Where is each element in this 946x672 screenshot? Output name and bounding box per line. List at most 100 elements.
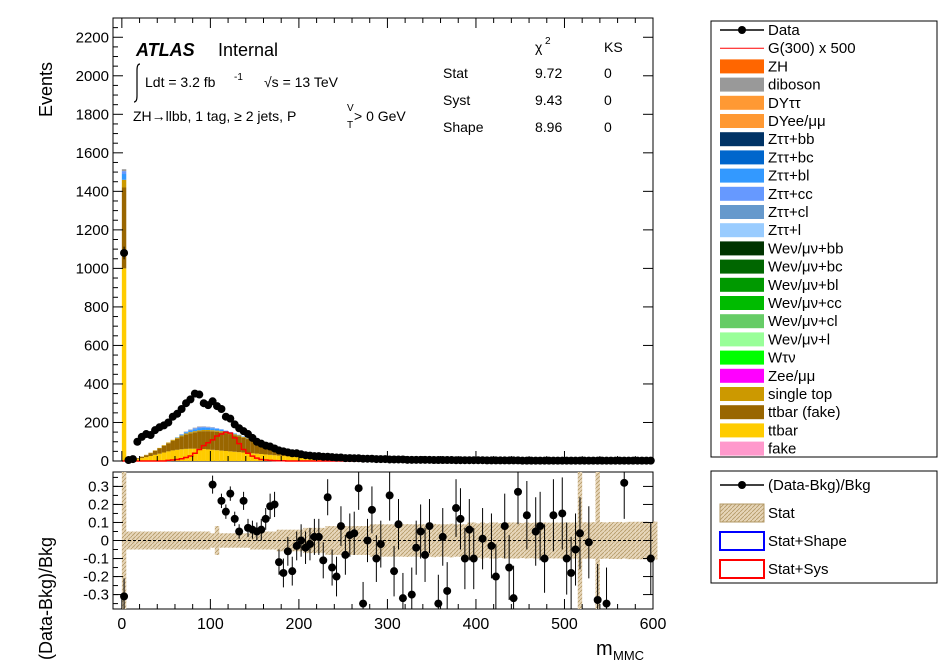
bar-segment	[245, 438, 251, 440]
legend-label: ttbar	[768, 422, 798, 439]
stats-row-ks: 0	[604, 92, 612, 108]
stat-band	[453, 524, 459, 557]
legend-swatch	[720, 132, 764, 147]
ratio-point	[562, 554, 571, 563]
bar-segment	[139, 456, 144, 459]
ratio-point	[412, 543, 421, 552]
x-axis-label-sub: MMC	[613, 648, 644, 663]
legend-swatch	[720, 59, 764, 74]
ratio-point	[239, 496, 248, 505]
ratio-legend-entry: Stat+Shape	[719, 531, 847, 551]
bar-segment	[214, 450, 220, 461]
main-y-axis-label: Events	[36, 62, 56, 117]
legend-label: Zττ+cc	[768, 186, 813, 203]
stats-row-label: Syst	[443, 92, 470, 108]
ratio-point	[487, 541, 496, 550]
bar-segment	[223, 450, 229, 461]
bar-segment	[232, 451, 237, 461]
bar-segment	[272, 455, 277, 461]
ratio-point	[567, 568, 576, 577]
main-frame	[112, 17, 654, 462]
ratio-point	[456, 514, 465, 523]
data-point	[177, 404, 186, 413]
bar-segment	[174, 438, 180, 450]
bar-segment	[214, 428, 220, 431]
ratio-point	[270, 500, 279, 509]
bar-segment	[183, 432, 189, 434]
bar-segment	[228, 434, 233, 452]
legend-swatch	[720, 77, 764, 92]
main-panel: 0200400600800100012001400160018002000220…	[36, 17, 655, 470]
bar-segment	[219, 432, 224, 451]
legend-swatch	[720, 441, 764, 456]
stat-band	[325, 526, 330, 555]
bar-segment	[192, 448, 198, 461]
stat-band	[210, 533, 215, 548]
stat-band	[130, 531, 136, 550]
bar-segment	[210, 449, 215, 461]
ratio-legend: (Data-Bkg)/Bkg Stat Stat+Shape Stat+Sys	[710, 470, 938, 584]
legend-label: single top	[768, 386, 832, 403]
bar-segment	[148, 455, 153, 461]
stat-band	[599, 522, 605, 559]
legend-label: Zττ+bb	[768, 131, 814, 148]
ratio-point	[354, 484, 363, 493]
ratio-point	[434, 599, 443, 608]
bar-segment	[152, 450, 158, 455]
ratio-legend-entry: (Data-Bkg)/Bkg	[720, 477, 871, 494]
bar-segment	[259, 443, 264, 455]
ratio-point	[283, 547, 292, 556]
legend-label: Weν/μν+bc	[768, 259, 843, 276]
stat-band	[183, 531, 189, 550]
legend-swatch	[720, 168, 764, 183]
ratio-point	[332, 572, 341, 581]
legend-label: Zττ+bl	[768, 168, 809, 185]
bar-segment	[214, 431, 220, 451]
ratio-point	[416, 527, 425, 536]
legend-label: DYee/μμ	[768, 113, 826, 130]
stat-band	[219, 533, 224, 548]
ratio-legend-label: Stat+Shape	[768, 533, 847, 550]
legend-entry: Weν/μν+bc	[720, 259, 843, 276]
bar-segment	[210, 430, 215, 432]
legend-entry: Weν/μν+cl	[720, 313, 838, 330]
bar-segment	[179, 434, 184, 436]
ratio-legend-items: (Data-Bkg)/Bkg Stat Stat+Shape Stat+Sys	[719, 477, 871, 579]
ratio-point	[398, 594, 407, 603]
bar-segment	[192, 429, 198, 432]
ratio-point	[367, 505, 376, 514]
stat-band	[639, 521, 645, 560]
y-tick-label: 1800	[76, 106, 109, 123]
ratio-y-axis-label: (Data-Bkg)/Bkg	[36, 537, 56, 660]
ratio-point	[385, 491, 394, 500]
bar-segment	[170, 450, 175, 461]
ratio-point	[279, 568, 288, 577]
atlas-status: Internal	[218, 40, 278, 60]
ratio-point	[336, 522, 345, 531]
bar-segment	[210, 431, 215, 450]
ratio-point	[226, 489, 235, 498]
bar-segment	[157, 447, 162, 449]
ratio-point	[314, 532, 323, 541]
ratio-y-tick-label: 0.1	[88, 514, 109, 531]
bar-segment	[139, 458, 144, 461]
bar-segment	[276, 455, 282, 461]
legend-entry: DYee/μμ	[720, 113, 826, 130]
bar-segment	[197, 428, 202, 431]
bar-segment	[267, 446, 273, 455]
legend-label: Zττ+bc	[768, 149, 814, 166]
ratio-y-tick-label: -0.2	[83, 569, 109, 586]
lumi-label: Ldt = 3.2 fb -1 √s = 13 TeV	[133, 63, 339, 103]
energy-text: √s = 13 TeV	[264, 74, 339, 90]
bar-segment	[183, 434, 189, 449]
ratio-point	[407, 590, 416, 599]
data-point	[164, 418, 173, 427]
ratio-y-tick-label: -0.3	[83, 587, 109, 604]
ratio-point	[438, 532, 447, 541]
bar-segment	[232, 433, 237, 435]
bar-segment	[170, 440, 175, 451]
legend-marker	[738, 26, 746, 34]
region-tail: > 0 GeV	[354, 108, 406, 124]
stat-band	[529, 522, 534, 559]
bar-segment	[174, 437, 180, 439]
